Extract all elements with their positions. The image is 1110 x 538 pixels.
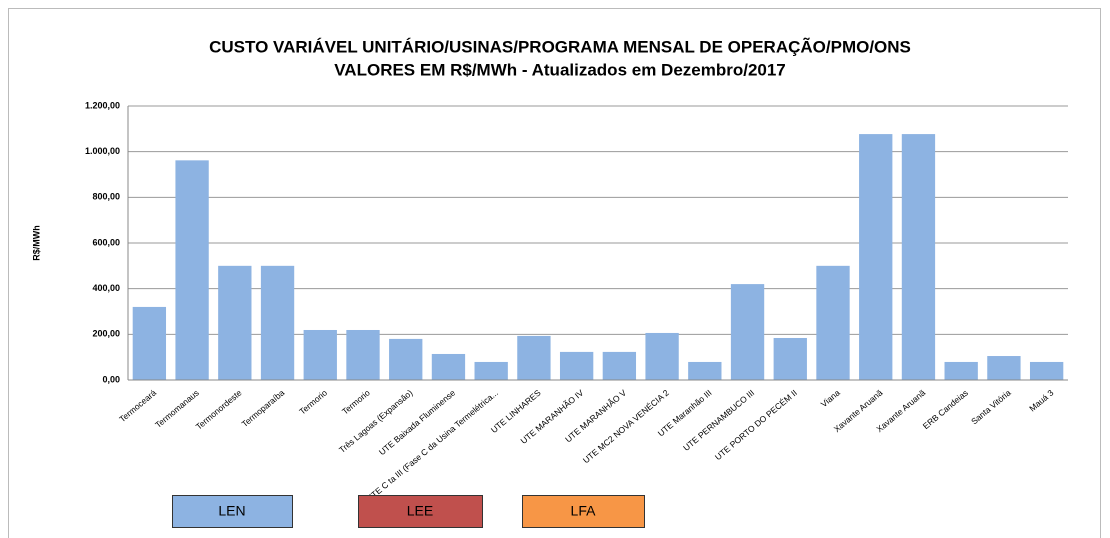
y-tick-label: 1.000,00	[85, 146, 120, 156]
y-tick-label: 1.200,00	[85, 100, 120, 110]
bar	[688, 361, 722, 380]
chart-frame	[8, 8, 1101, 538]
bar	[816, 265, 850, 380]
bar	[944, 361, 978, 380]
y-tick-label: 200,00	[92, 329, 120, 339]
chart-title: CUSTO VARIÁVEL UNITÁRIO/USINAS/PROGRAMA …	[209, 36, 911, 56]
y-tick-label: 600,00	[92, 237, 120, 247]
bar	[559, 351, 594, 380]
y-axis-label: R$/MWh	[31, 225, 41, 261]
bar	[730, 284, 765, 380]
y-tick-label: 0,00	[102, 374, 120, 384]
legend-box	[522, 495, 645, 528]
bar	[1029, 361, 1064, 380]
bar	[303, 329, 337, 380]
bar	[987, 356, 1021, 380]
bar	[389, 338, 423, 380]
bar	[517, 335, 551, 380]
bar	[132, 306, 167, 380]
bar	[602, 351, 637, 380]
bar	[645, 332, 679, 380]
bar	[859, 134, 893, 380]
bar	[346, 329, 380, 380]
legend-label: LEE	[407, 503, 433, 519]
bar	[474, 361, 508, 380]
bar	[260, 265, 295, 380]
y-tick-label: 800,00	[92, 192, 120, 202]
legend-box	[358, 495, 483, 528]
bar	[175, 160, 209, 380]
y-tick-label: 400,00	[92, 283, 120, 293]
chart-subtitle: VALORES EM R$/MWh - Atualizados em Dezem…	[334, 60, 786, 79]
legend-box	[172, 495, 293, 528]
bar	[901, 134, 936, 380]
legend-label: LFA	[571, 503, 597, 519]
legend-label: LEN	[218, 503, 245, 519]
bar	[218, 265, 252, 380]
bar	[773, 337, 807, 380]
bar	[431, 353, 466, 380]
